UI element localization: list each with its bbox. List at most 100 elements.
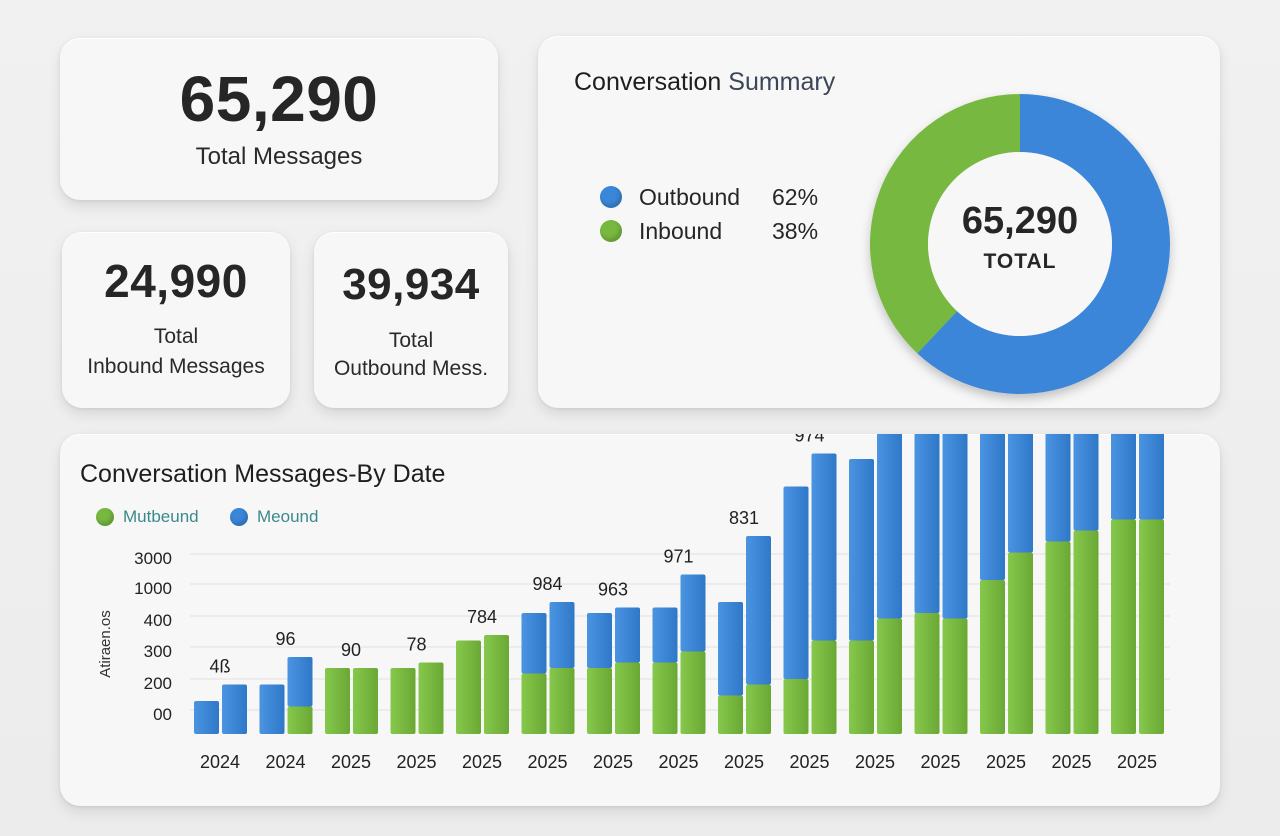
bar-segment-blue [849, 459, 874, 641]
donut-center-label: TOTAL [983, 250, 1057, 273]
inbound-label-line1: Total [153, 325, 199, 348]
bar-segment-blue [259, 684, 285, 734]
x-tick-label: 2025 [462, 752, 502, 772]
y-tick-label: 300 [144, 642, 172, 661]
bar-data-label: 984 [532, 574, 562, 594]
bar-data-label: 4ß [209, 657, 230, 677]
bar-data-label: 971 [663, 547, 693, 567]
y-tick-label: 3000 [134, 549, 172, 568]
bar-segment-green [942, 618, 968, 734]
donut-center-value: 65,290 [961, 200, 1079, 242]
total-messages-card: 65,290 Total Messages [60, 38, 498, 200]
bar-data-label: 974 [794, 434, 824, 446]
bar-segment-green [783, 679, 809, 734]
bar-segment-blue [652, 607, 678, 663]
bar-segment-blue [680, 574, 706, 652]
bar-segment-green [849, 640, 874, 734]
outbound-messages-value: 39,934 [342, 260, 480, 309]
conversation-summary-card: Conversation Summary Outbound 62% Inboun… [538, 36, 1220, 408]
bar-segment-blue [1008, 434, 1033, 553]
bar-segment-green [1045, 541, 1071, 734]
y-tick-label: 00 [153, 705, 172, 724]
donut-hole [928, 152, 1112, 336]
bar-segment-blue [549, 602, 575, 668]
bar-segment-blue [811, 453, 837, 641]
bar-segment-green [587, 668, 612, 734]
bar-segment-blue [783, 486, 809, 679]
bar-data-label: 90 [341, 640, 361, 660]
legend-outbound: Outbound 62% [600, 182, 818, 212]
x-tick-label: 2025 [527, 752, 567, 772]
bar-segment-green [521, 673, 547, 734]
x-tick-label: 2025 [724, 752, 764, 772]
bar-segment-green [615, 662, 640, 734]
bar-segment-green [811, 640, 837, 734]
x-tick-label: 2025 [789, 752, 829, 772]
x-tick-label: 2025 [331, 752, 371, 772]
outbound-label-line1: Total [388, 329, 434, 352]
bar-segment-blue [521, 613, 547, 674]
x-tick-label: 2025 [396, 752, 436, 772]
bar-segment-blue [942, 434, 968, 619]
x-tick-label: 2025 [986, 752, 1026, 772]
bar-segment-green [549, 668, 575, 734]
outbound-dot-icon [600, 186, 622, 208]
donut-chart [869, 94, 1170, 394]
legend-outbound-label: Outbound [639, 183, 741, 210]
messages-by-date-card: Conversation Messages-By Date Mutbeund M… [60, 434, 1220, 806]
bar-segment-blue [287, 657, 313, 707]
bar-segment-blue [1073, 434, 1099, 531]
x-tick-label: 2025 [593, 752, 633, 772]
bar-segment-blue [194, 701, 219, 734]
donut-slice-outbound [917, 94, 1170, 394]
bar-segment-blue [980, 434, 1005, 580]
inbound-label-line2: Inbound Messages [87, 355, 265, 378]
x-tick-label: 2025 [1117, 752, 1157, 772]
x-tick-label: 2025 [1051, 752, 1091, 772]
total-messages-label: Total Messages [195, 143, 363, 170]
x-tick-label: 2025 [658, 752, 698, 772]
bar-segment-green [652, 662, 678, 734]
bar-segment-green [1139, 519, 1164, 734]
bar-segment-green [390, 668, 416, 734]
bar-segment-blue [1139, 434, 1164, 520]
x-tick-label: 2025 [920, 752, 960, 772]
bar-data-label: 78 [406, 635, 426, 655]
summary-title: Conversation Summary [574, 68, 835, 97]
bar-segment-blue [877, 434, 902, 619]
bar-segment-green [456, 640, 481, 734]
legend-inbound-pct: 38% [772, 217, 819, 244]
summary-title-part1: Conversation [574, 68, 722, 96]
bar-data-label: 784 [467, 607, 497, 627]
y-axis-label: Atiraen.os [97, 610, 114, 678]
outbound-label-line2: Outbound Mess. [333, 357, 489, 380]
bar-segment-blue [746, 536, 771, 685]
legend-outbound-pct: 62% [772, 183, 819, 210]
x-tick-label: 2025 [855, 752, 895, 772]
blue-dot-icon [230, 508, 248, 526]
bar-segment-green [1008, 552, 1033, 734]
bar-segment-blue [222, 684, 247, 734]
bar-segment-green [680, 651, 706, 734]
bar-segment-green [353, 668, 378, 734]
inbound-dot-icon [600, 220, 622, 242]
stacked-bar-chart: 3000 1000 400 300 200 00 Atiraen.os 4ß 2024 96 202… [97, 434, 1170, 772]
bar-segment-blue [718, 602, 743, 696]
bar-segment-blue [587, 613, 612, 668]
bar-segment-green [1073, 530, 1099, 734]
bar-data-label: 831 [729, 508, 759, 528]
inbound-messages-card: 24,990 Total Inbound Messages [62, 232, 290, 408]
bar-segment-green [718, 695, 743, 734]
bar-segment-green [325, 668, 350, 734]
bar-segment-blue [615, 607, 640, 663]
x-tick-label: 2024 [200, 752, 240, 772]
legend-inbound: Inbound 38% [600, 216, 818, 246]
bar-segment-blue [1045, 434, 1071, 542]
green-dot-icon [96, 508, 114, 526]
bar-segment-blue [1111, 434, 1136, 520]
outbound-messages-card: 39,934 Total Outbound Mess. [314, 232, 508, 408]
bar-legend-blue: Meound [230, 506, 318, 528]
bar-data-label: 96 [275, 629, 295, 649]
total-messages-value: 65,290 [179, 63, 379, 135]
x-tick-label: 2024 [265, 752, 305, 772]
